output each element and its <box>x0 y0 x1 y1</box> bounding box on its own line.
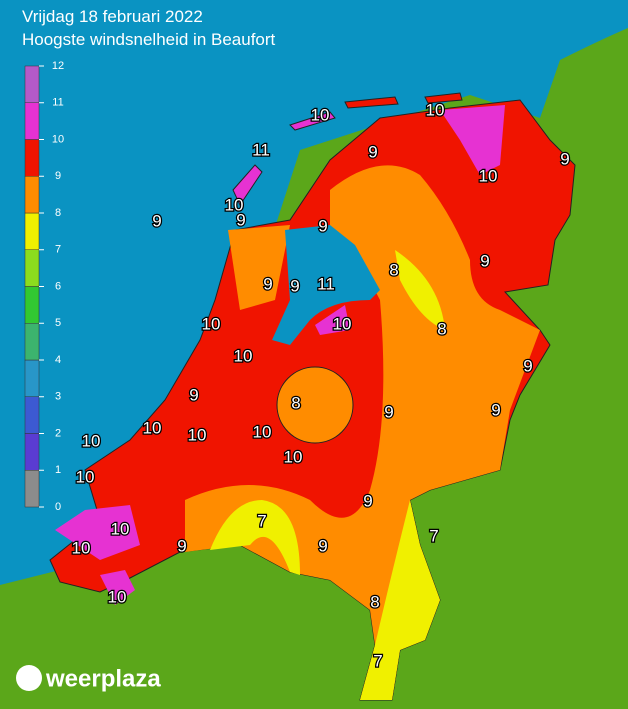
wind-label: 9 <box>189 385 198 404</box>
wind-label: 10 <box>333 314 352 333</box>
wind-label: 9 <box>491 400 500 419</box>
legend-swatch <box>24 102 40 140</box>
wind-label: 10 <box>72 538 91 557</box>
wind-label: 10 <box>76 467 95 486</box>
legend-swatch <box>24 65 40 103</box>
logo-icon <box>16 665 42 691</box>
wind-label: 10 <box>253 422 272 441</box>
legend-swatch <box>24 359 40 397</box>
wind-label: 7 <box>429 526 438 545</box>
zone-bft8 <box>276 366 354 444</box>
zone-bft7 <box>395 250 445 330</box>
wind-label: 9 <box>236 210 245 229</box>
legend-tick-label: 2 <box>55 427 61 439</box>
wind-label: 10 <box>426 100 445 119</box>
ijsselmeer <box>272 225 380 345</box>
wind-label: 10 <box>202 314 221 333</box>
legend-tick-label: 9 <box>55 170 61 182</box>
legend-swatch <box>24 396 40 434</box>
wind-label: 9 <box>177 536 186 555</box>
zone-bft10 <box>55 505 140 560</box>
title: Vrijdag 18 februari 2022 <box>22 7 203 26</box>
island <box>424 92 463 104</box>
zone-bft10 <box>100 570 135 605</box>
wind-label: 8 <box>370 592 379 611</box>
wind-label: 9 <box>384 402 393 421</box>
legend-swatch <box>24 139 40 177</box>
zone-bft10 <box>315 305 350 335</box>
legend-swatch <box>24 249 40 287</box>
legend-swatch <box>24 286 40 324</box>
wind-label: 9 <box>290 276 299 295</box>
island <box>232 164 263 207</box>
legend-swatch <box>24 323 40 361</box>
wind-label: 7 <box>257 511 266 530</box>
legend-tick-label: 12 <box>52 60 64 72</box>
island <box>289 111 336 131</box>
zone-bft7 <box>360 500 440 700</box>
legend-swatch <box>24 433 40 471</box>
wind-label: 9 <box>363 491 372 510</box>
legend-swatch <box>24 470 40 508</box>
wind-label: 9 <box>263 274 272 293</box>
legend-tick-label: 4 <box>55 354 61 366</box>
wind-label: 8 <box>437 319 446 338</box>
wind-label: 10 <box>225 195 244 214</box>
legend-tick-label: 0 <box>55 501 61 513</box>
legend-tick-label: 6 <box>55 280 61 292</box>
wind-label: 9 <box>523 356 532 375</box>
logo: weerplaza <box>45 665 161 692</box>
wind-label: 9 <box>368 142 377 161</box>
legend-tick-label: 7 <box>55 244 61 256</box>
wind-label: 8 <box>291 393 300 412</box>
wind-label: 11 <box>317 274 335 293</box>
legend-tick-label: 3 <box>55 391 61 403</box>
legend-tick-label: 10 <box>52 133 64 145</box>
legend-tick-label: 5 <box>55 317 61 329</box>
wind-label: 10 <box>188 425 207 444</box>
wind-label: 10 <box>311 105 330 124</box>
legend-swatch <box>24 176 40 214</box>
legend-tick-label: 8 <box>55 207 61 219</box>
wind-label: 9 <box>152 211 161 230</box>
wind-label: 9 <box>318 216 327 235</box>
wind-label: 10 <box>143 418 162 437</box>
wind-label: 10 <box>234 346 253 365</box>
wind-label: 8 <box>389 260 398 279</box>
wind-label: 11 <box>252 140 270 159</box>
legend-swatch <box>24 212 40 250</box>
wind-label: 7 <box>373 651 382 670</box>
wind-label: 10 <box>108 587 127 606</box>
wind-label: 10 <box>479 166 498 185</box>
zone-bft10 <box>440 105 505 175</box>
zone-bft8 <box>228 225 290 310</box>
wind-label: 10 <box>111 519 130 538</box>
wind-label: 10 <box>284 447 303 466</box>
island <box>344 96 399 109</box>
zone-bft7 <box>210 500 300 575</box>
wind-label: 9 <box>560 149 569 168</box>
subtitle: Hoogste windsnelheid in Beaufort <box>22 30 276 49</box>
wind-label: 10 <box>82 431 101 450</box>
wind-label: 9 <box>318 536 327 555</box>
legend-tick-label: 11 <box>52 97 63 109</box>
legend-tick-label: 1 <box>55 464 61 476</box>
wind-label: 9 <box>480 251 489 270</box>
zone-bft8 <box>185 165 540 700</box>
